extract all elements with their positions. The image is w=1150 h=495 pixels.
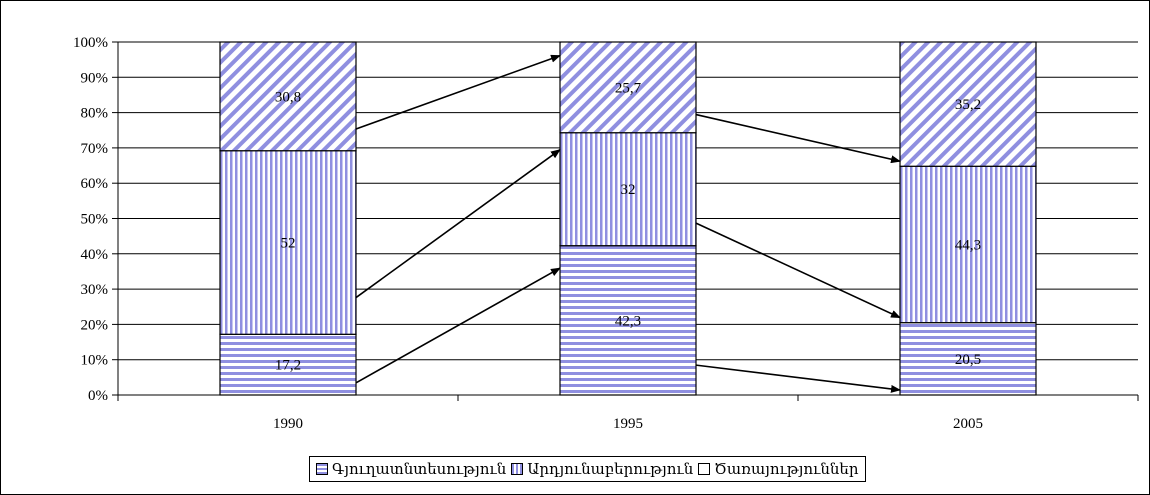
data-label: 44,3 — [955, 237, 981, 253]
legend-swatch-agriculture — [316, 463, 328, 475]
legend-item-agriculture: Գյուղատնտեսություն — [316, 460, 506, 479]
trend-arrow — [695, 113, 901, 164]
bars — [219, 41, 1037, 396]
bar-segment — [899, 165, 1037, 324]
y-tick-label: 100% — [73, 35, 108, 51]
data-label: 17,2 — [275, 358, 301, 374]
data-label: 52 — [281, 236, 296, 252]
y-tick-label: 10% — [81, 353, 109, 369]
data-label: 42,3 — [615, 313, 641, 329]
bar-segment — [219, 41, 357, 152]
x-tick-label: 2005 — [953, 416, 983, 432]
data-label: 35,2 — [955, 97, 981, 113]
bar-segment — [559, 245, 697, 396]
trend-arrow — [695, 364, 901, 393]
y-tick-label: 40% — [81, 247, 109, 263]
x-tick-label: 1990 — [273, 416, 303, 432]
trend-arrow — [355, 149, 561, 299]
y-tick-label: 80% — [81, 106, 109, 122]
trend-arrow — [355, 54, 561, 130]
legend-swatch-industry — [511, 463, 524, 475]
bar-segment — [899, 41, 1037, 167]
data-label: 30,8 — [275, 89, 301, 105]
bar-segment — [559, 41, 697, 134]
data-label: 25,7 — [615, 80, 642, 96]
bar-segment — [219, 333, 357, 396]
bar-segment — [559, 132, 697, 247]
trend-arrows — [355, 54, 901, 393]
bar-segment — [219, 150, 357, 335]
y-tick-label: 90% — [81, 70, 109, 86]
y-tick-label: 30% — [81, 282, 109, 298]
y-tick-label: 60% — [81, 176, 109, 192]
legend-item-industry: Արդյունաբերություն — [511, 460, 693, 479]
data-label: 20,5 — [955, 352, 981, 368]
trend-arrow — [695, 222, 901, 319]
y-tick-label: 0% — [88, 388, 108, 404]
data-label: 32 — [621, 182, 636, 198]
legend-label-industry: Արդյունաբերություն — [527, 461, 694, 478]
legend-label-agriculture: Գյուղատնտեսություն — [332, 461, 507, 478]
y-tick-label: 70% — [81, 141, 109, 157]
x-tick-label: 1995 — [613, 416, 643, 432]
bar-segment — [899, 322, 1037, 396]
legend-swatch-services — [698, 463, 711, 475]
legend: Գյուղատնտեսություն Արդյունաբերություն Ծա… — [309, 456, 866, 482]
legend-item-services: Ծառայություններ — [698, 460, 859, 479]
axes: 0% 10% 20% 30% 40% 50% 60% 70% 80% 90% 100% 1990 199… — [73, 35, 1139, 432]
y-tick-label: 20% — [81, 317, 109, 333]
data-labels: 17,2 52 30,8 42,3 32 25,7 20,5 44,3 35,2 — [275, 80, 981, 373]
y-tick-label: 50% — [81, 212, 109, 228]
trend-arrow — [355, 267, 561, 384]
legend-label-services: Ծառայություններ — [714, 461, 859, 478]
